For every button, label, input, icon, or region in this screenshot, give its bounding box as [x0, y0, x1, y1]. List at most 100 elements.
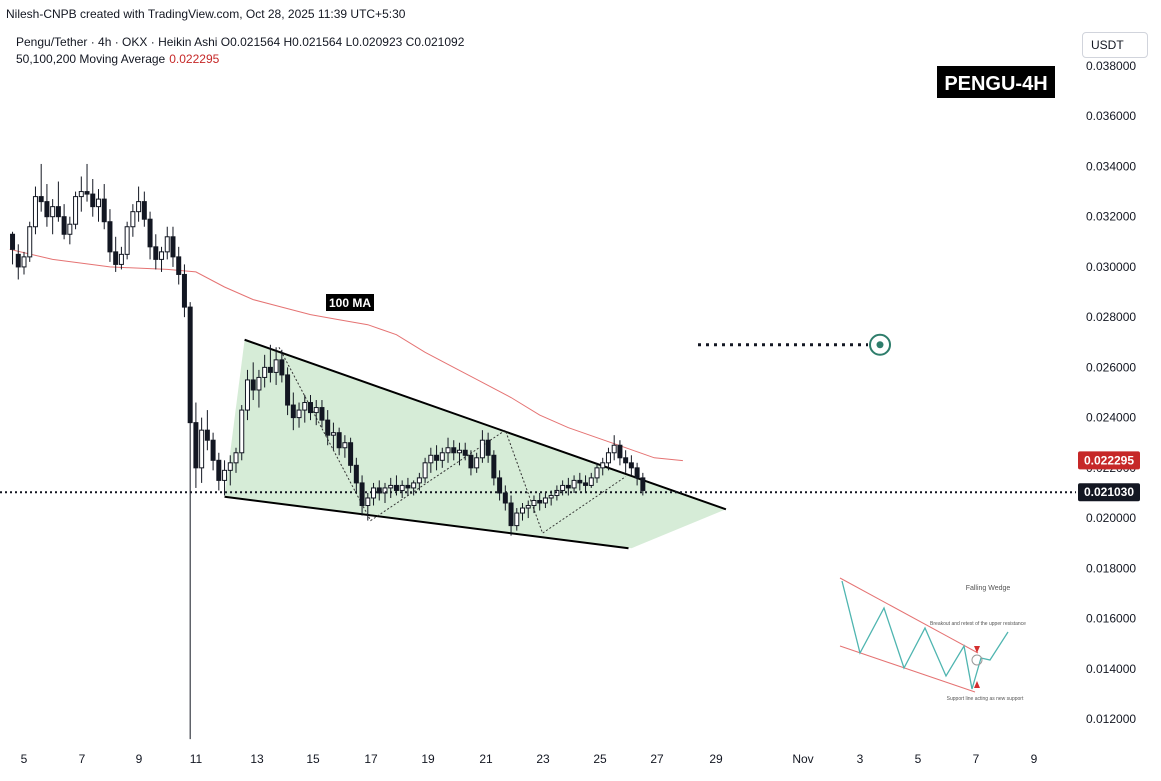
- candle: [193, 402, 199, 488]
- candle: [353, 457, 359, 493]
- x-tick-label: 7: [79, 752, 86, 766]
- title-badge: PENGU-4H: [937, 66, 1055, 98]
- inset-note-bottom: Support line acting as new support: [947, 696, 1024, 702]
- x-tick-label: 15: [306, 752, 320, 766]
- candle: [15, 244, 21, 280]
- candle: [456, 442, 462, 466]
- y-tick-label: 0.038000: [1086, 59, 1136, 73]
- candle: [159, 246, 165, 272]
- candle: [136, 186, 142, 222]
- candle: [124, 221, 130, 260]
- x-tick-label: 13: [250, 752, 264, 766]
- candle: [485, 432, 491, 463]
- y-tick-label: 0.018000: [1086, 561, 1136, 575]
- y-axis[interactable]: 0.038000 0.036000 0.034000 0.032000 0.030000…: [1086, 59, 1136, 726]
- currency-selector[interactable]: USDT: [1082, 32, 1148, 58]
- candle: [611, 435, 617, 461]
- chart-credit: Nilesh-CNPB created with TradingView.com…: [6, 7, 406, 21]
- y-tick-label: 0.014000: [1086, 662, 1136, 676]
- wedge-fill: [224, 339, 726, 549]
- candle: [605, 447, 611, 471]
- candle: [359, 475, 365, 516]
- candle: [147, 211, 153, 260]
- y-tick-label: 0.028000: [1086, 310, 1136, 324]
- candle: [32, 186, 38, 235]
- candle: [290, 392, 296, 431]
- candle: [330, 422, 336, 451]
- candle: [594, 462, 600, 483]
- wedge-lower-line: [224, 495, 629, 550]
- candle: [256, 369, 262, 408]
- candle: [388, 477, 394, 498]
- candle: [491, 450, 497, 486]
- candle: [497, 470, 503, 501]
- ma-legend[interactable]: 50,100,200 Moving Average 0.022295: [16, 52, 219, 66]
- ma-price-badge: 0.022295: [1078, 451, 1140, 470]
- candle: [204, 410, 210, 451]
- candle: [38, 163, 44, 212]
- candle: [181, 264, 187, 318]
- ohlc-open: O0.021564: [220, 35, 281, 49]
- x-tick-label: 3: [857, 752, 864, 766]
- ma-price-text: 0.022295: [1084, 453, 1134, 467]
- candle: [434, 445, 440, 471]
- candle: [405, 477, 411, 496]
- candle: [479, 430, 485, 463]
- candle: [588, 472, 594, 488]
- candle: [451, 440, 457, 461]
- y-tick-label: 0.026000: [1086, 360, 1136, 374]
- candle: [216, 452, 222, 491]
- candle: [118, 246, 124, 270]
- candle: [61, 204, 67, 240]
- candle: [187, 302, 193, 740]
- candle: [308, 395, 313, 421]
- candle: [44, 184, 50, 227]
- candle: [176, 246, 182, 285]
- candle: [113, 236, 119, 272]
- y-tick-label: 0.030000: [1086, 260, 1136, 274]
- candle: [462, 442, 468, 461]
- x-tick-label: 27: [650, 752, 664, 766]
- candle: [428, 447, 434, 473]
- falling-wedge-inset: Falling Wedge Breakout and retest of the…: [839, 577, 1026, 702]
- candle: [101, 184, 107, 230]
- candle: [141, 191, 147, 227]
- x-tick-label: 17: [364, 752, 378, 766]
- ma-badge: 100 MA: [326, 294, 374, 311]
- candle: [542, 492, 548, 509]
- candle: [634, 462, 640, 486]
- ma-badge-text: 100 MA: [329, 296, 371, 310]
- x-axis[interactable]: 5 7 9 11 13 15 17 19 21 23 25 27 29 Nov 3 5 7 9: [21, 752, 1038, 766]
- candle: [571, 475, 577, 493]
- candle: [73, 191, 79, 230]
- candle: [233, 447, 239, 473]
- candle: [67, 216, 73, 245]
- candle: [623, 450, 629, 473]
- candle: [313, 400, 319, 426]
- x-tick-label: Nov: [792, 752, 813, 766]
- ma-label: 50,100,200 Moving Average: [16, 52, 166, 66]
- symbol-line: Pengu/Tether · 4h · OKX · Heikin Ashi: [16, 35, 218, 49]
- current-price-text: 0.021030: [1084, 485, 1134, 499]
- candle: [520, 503, 526, 521]
- candle: [600, 457, 606, 476]
- x-tick-label: 23: [536, 752, 550, 766]
- wedge-zigzag: [278, 347, 626, 534]
- candle: [55, 181, 61, 222]
- candle: [348, 437, 354, 473]
- candle: [560, 480, 566, 496]
- candle: [250, 362, 256, 401]
- y-tick-label: 0.034000: [1086, 159, 1136, 173]
- candle: [222, 460, 228, 496]
- candle: [537, 492, 543, 511]
- candle: [640, 472, 646, 496]
- y-tick-label: 0.020000: [1086, 511, 1136, 525]
- y-tick-label: 0.012000: [1086, 712, 1136, 726]
- candle: [50, 199, 56, 235]
- candle: [227, 455, 233, 486]
- candle: [267, 344, 273, 383]
- candle: [445, 437, 451, 463]
- candle: [525, 500, 531, 519]
- candle: [514, 508, 520, 531]
